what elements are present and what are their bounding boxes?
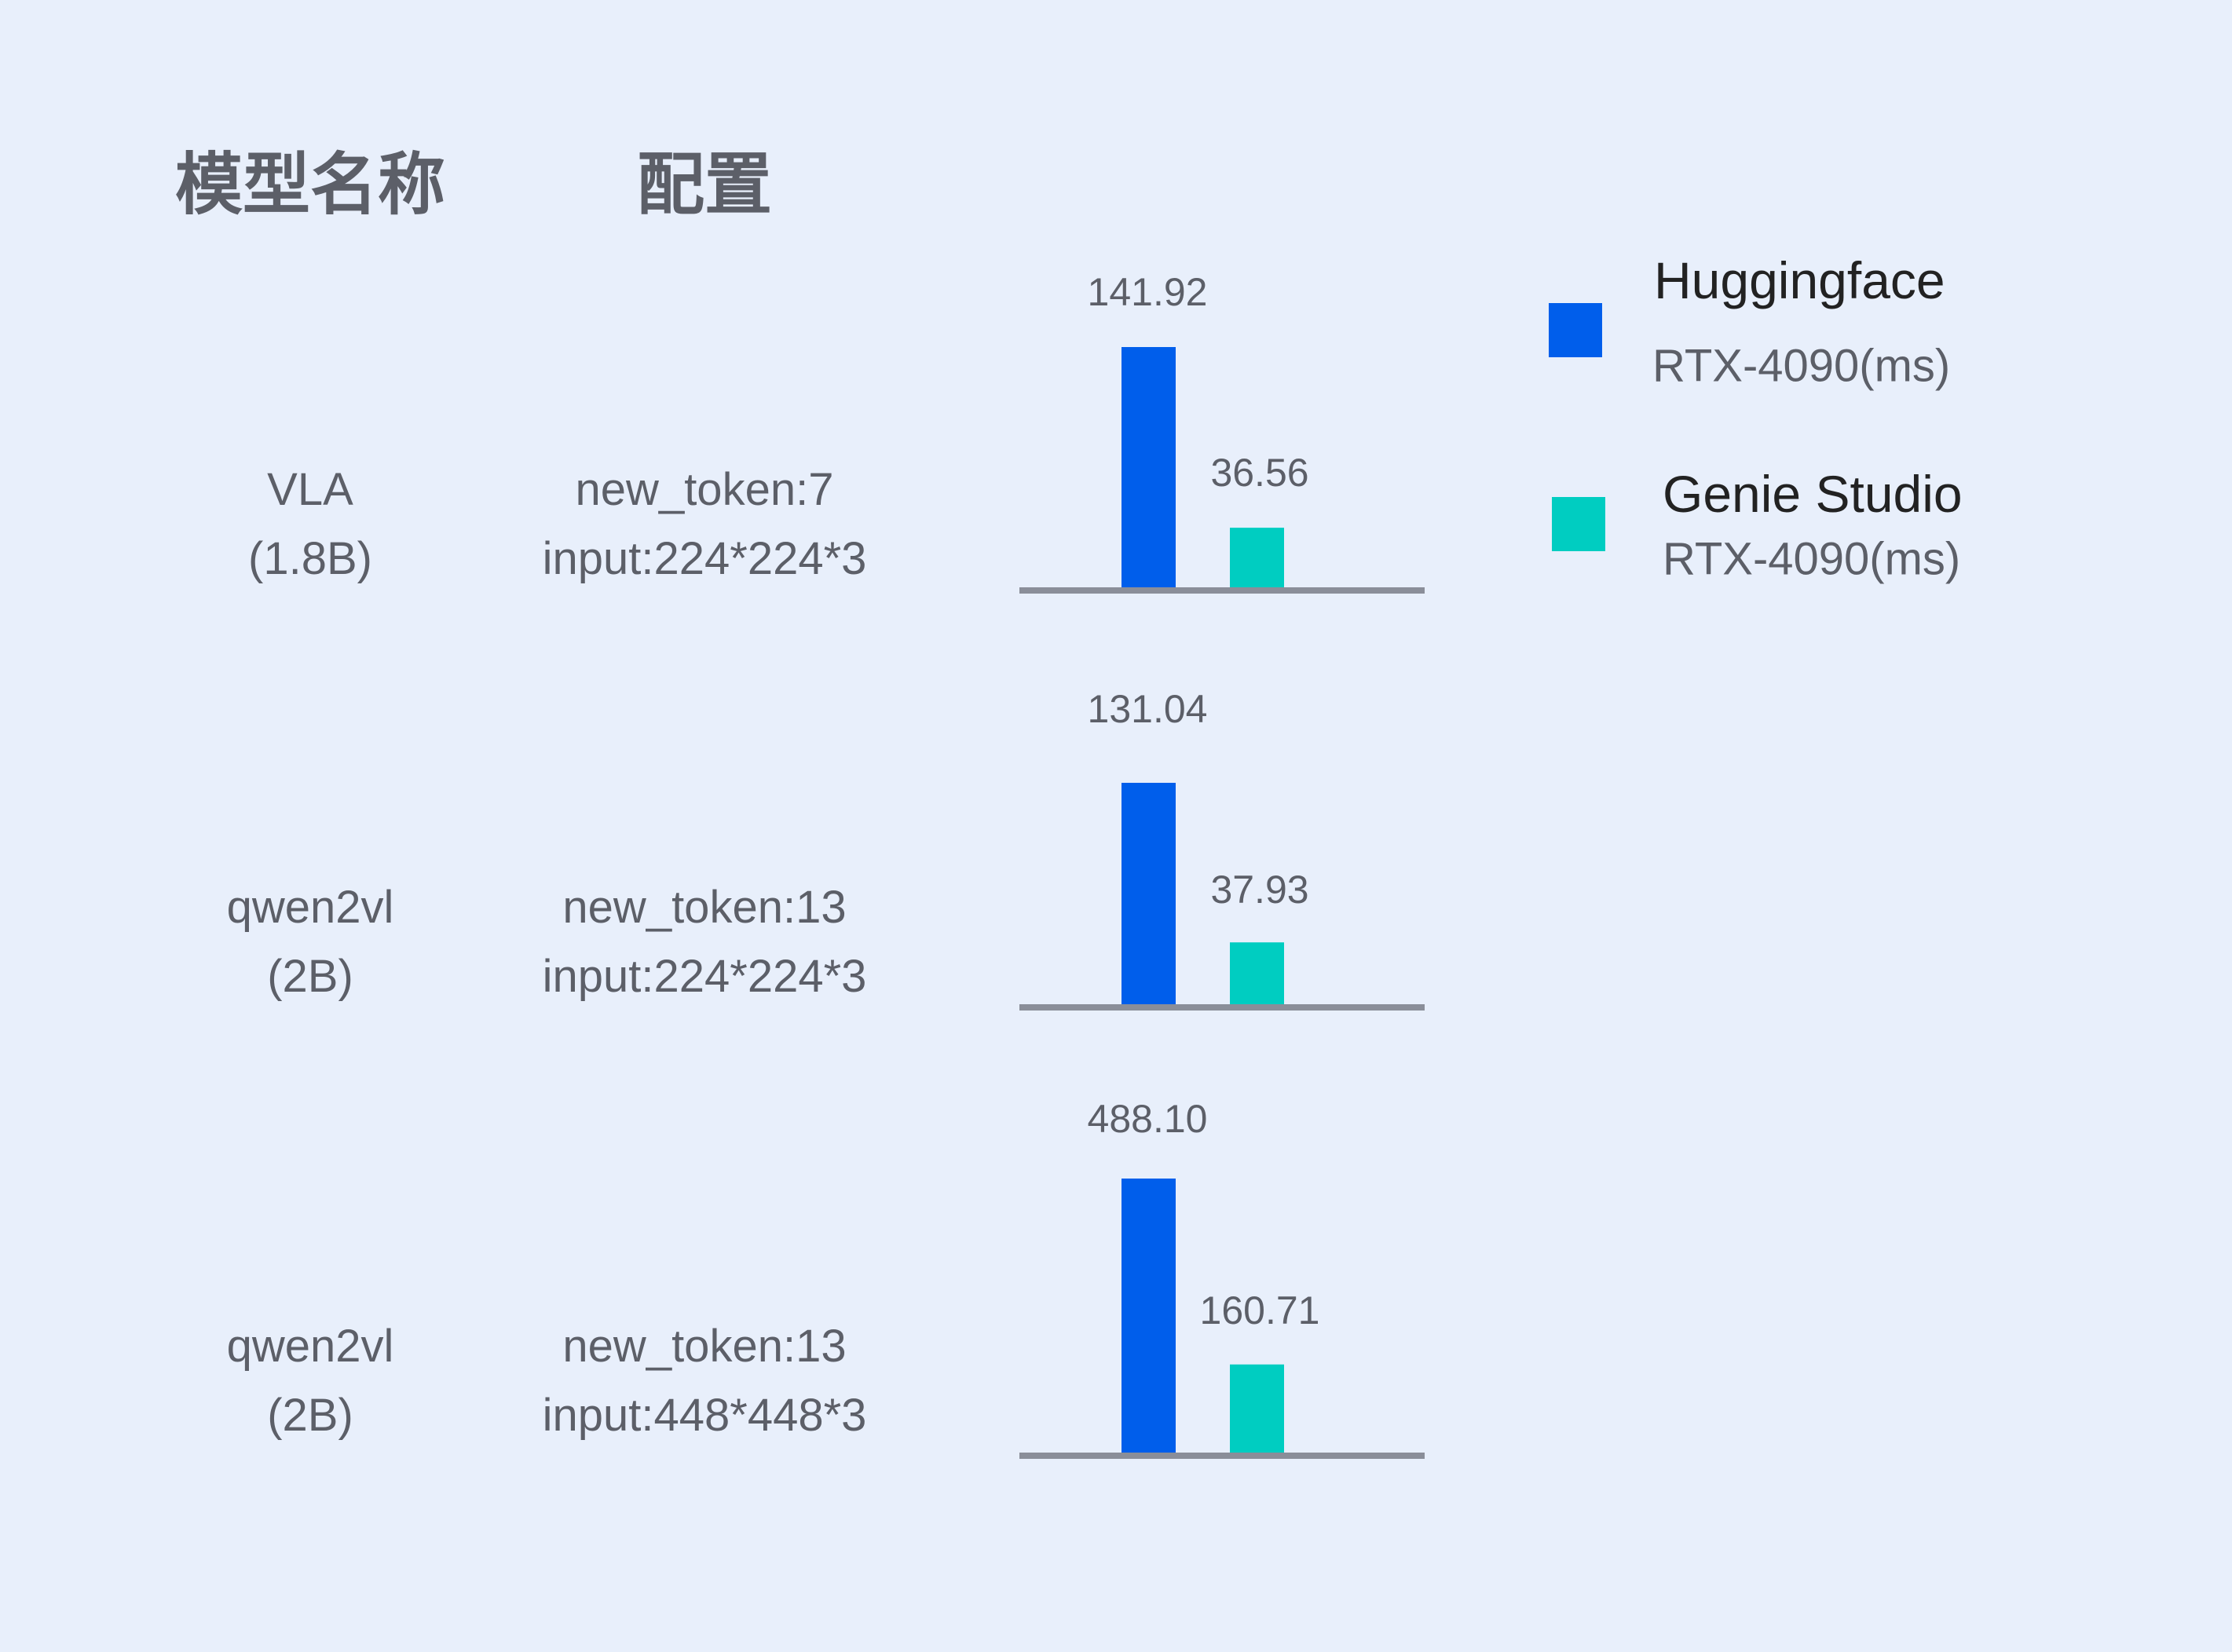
baseline-axis-2: [1019, 1004, 1425, 1011]
bar-genie-studio-2: [1230, 942, 1284, 1007]
value-label-genie-3: 160.71: [1199, 1288, 1320, 1332]
baseline-axis-1: [1019, 587, 1425, 594]
config-header: 配置: [637, 145, 772, 225]
value-label-huggingface-3: 488.10: [1087, 1097, 1208, 1141]
config-tokens: new_token:13: [562, 1321, 847, 1372]
baseline-axis-3: [1019, 1453, 1425, 1459]
value-label-genie-1: 36.56: [1210, 451, 1309, 495]
legend-sublabel-genie-studio: RTX-4090(ms): [1663, 533, 1961, 585]
config-input: input:224*224*3: [542, 951, 867, 1002]
model-name-header: 模型名称: [175, 145, 445, 225]
model-label-row-3: qwen2vl (2B): [227, 1312, 394, 1450]
model-size: (2B): [267, 1390, 353, 1441]
bar-genie-studio-3: [1230, 1364, 1284, 1456]
legend-label-huggingface: Huggingface: [1654, 251, 1945, 309]
bar-huggingface-2: [1121, 783, 1176, 1007]
config-tokens: new_token:7: [575, 464, 834, 515]
model-size: (2B): [267, 951, 353, 1002]
config-label-row-2: new_token:13 input:224*224*3: [543, 873, 867, 1011]
bar-huggingface-3: [1121, 1179, 1176, 1456]
bar-genie-studio-1: [1230, 528, 1284, 590]
config-tokens: new_token:13: [562, 882, 847, 933]
model-name: VLA: [267, 464, 353, 515]
config-label-row-1: new_token:7 input:224*224*3: [543, 455, 867, 594]
model-label-row-2: qwen2vl (2B): [227, 873, 394, 1011]
bar-huggingface-1: [1121, 347, 1176, 590]
config-input: input:224*224*3: [542, 533, 867, 584]
model-name: qwen2vl: [226, 1321, 394, 1372]
model-size: (1.8B): [248, 533, 372, 584]
value-label-huggingface-1: 141.92: [1087, 270, 1208, 314]
legend-swatch-huggingface: [1549, 303, 1602, 357]
legend-label-genie-studio: Genie Studio: [1663, 465, 1963, 523]
model-label-row-1: VLA (1.8B): [248, 455, 372, 594]
model-name: qwen2vl: [226, 882, 394, 933]
value-label-huggingface-2: 131.04: [1087, 687, 1208, 731]
value-label-genie-2: 37.93: [1210, 868, 1309, 912]
legend-swatch-genie-studio: [1552, 497, 1605, 551]
config-label-row-3: new_token:13 input:448*448*3: [543, 1312, 867, 1450]
legend-sublabel-huggingface: RTX-4090(ms): [1652, 340, 1951, 392]
config-input: input:448*448*3: [542, 1390, 867, 1441]
